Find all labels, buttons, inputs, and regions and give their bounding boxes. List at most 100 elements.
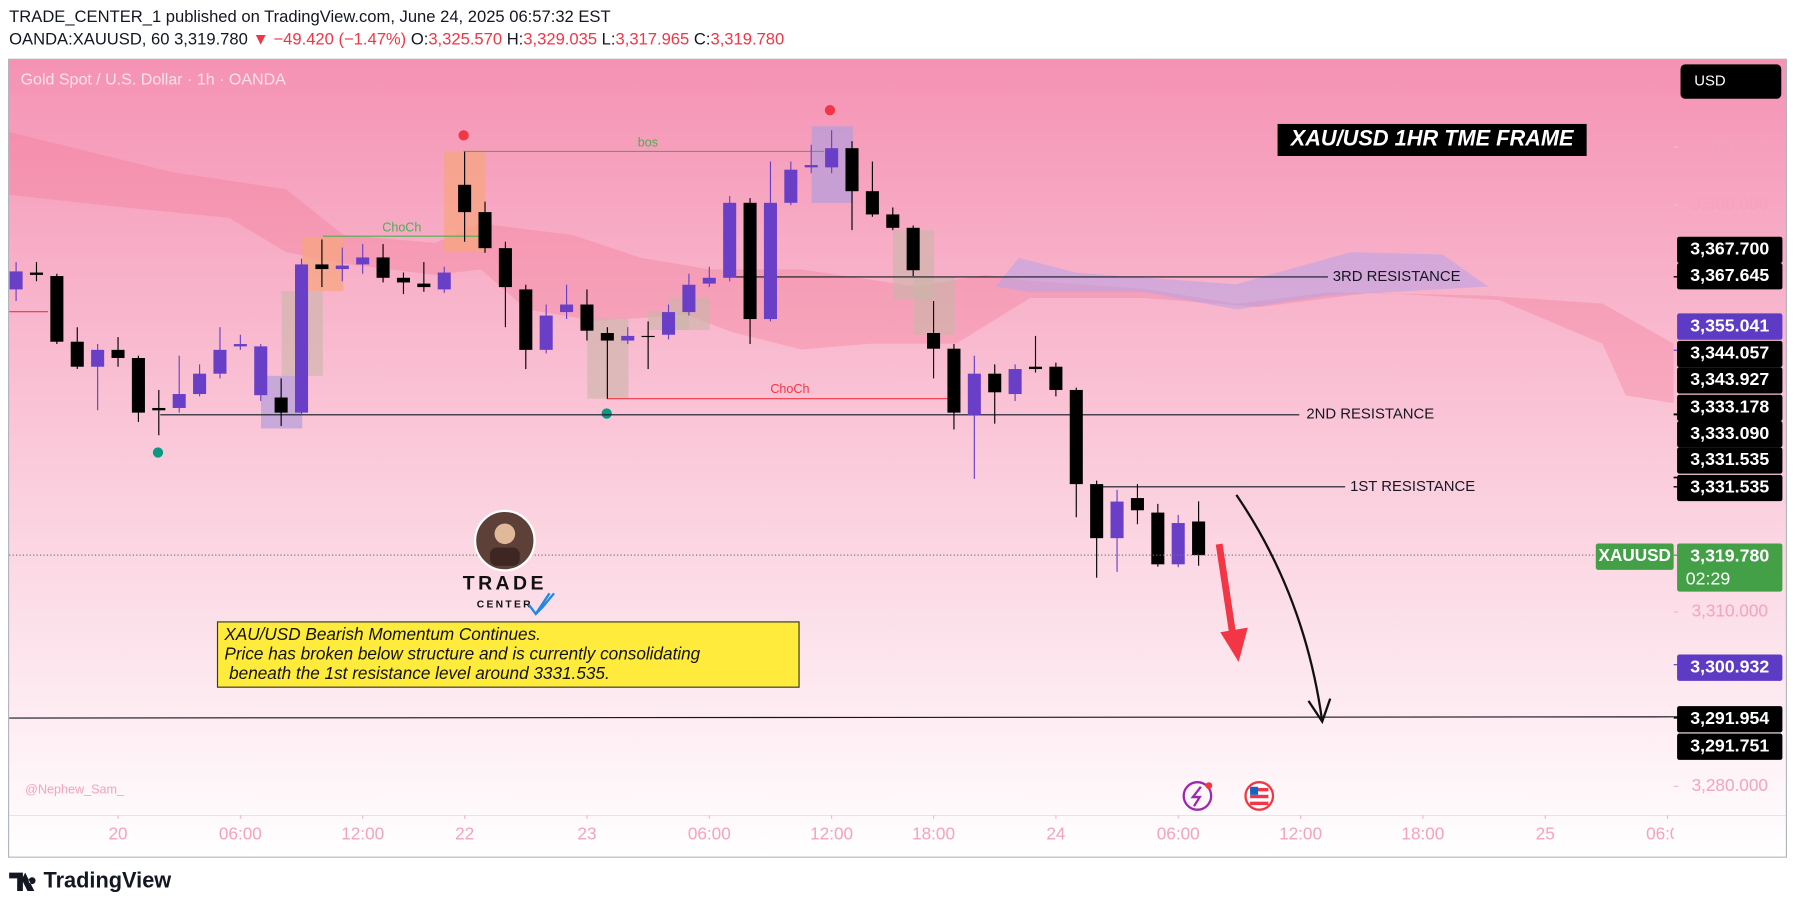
swing-low-dot (601, 408, 612, 419)
x-tick-label: 06:00 (219, 823, 262, 843)
y-tick-label: 3,310.000 (1692, 601, 1768, 621)
candle-body (804, 165, 818, 168)
candle-body (70, 341, 84, 367)
price-label-box (1677, 340, 1783, 368)
support-line (9, 716, 1674, 719)
event-dot (1205, 782, 1213, 790)
resistance-label: 2ND RESISTANCE (1306, 407, 1434, 423)
order-block (302, 237, 344, 292)
price-label-box (1677, 733, 1783, 760)
avatar-body (489, 547, 520, 566)
candle-body (845, 148, 859, 192)
logo: TRADE CENTER (463, 509, 555, 616)
swing-low-dot (152, 447, 164, 458)
swing-high-dot (458, 130, 469, 141)
x-tick-label: 24 (1046, 823, 1066, 843)
tv-logo (9, 872, 36, 891)
candle-body (600, 333, 614, 341)
candle-body (376, 257, 390, 278)
candle-body (172, 394, 186, 408)
candle-body (417, 283, 431, 288)
price-label: 3,319.780 (1690, 545, 1769, 565)
title-box (1277, 123, 1587, 157)
price-label: 3,333.178 (1690, 397, 1769, 417)
currency-button[interactable] (1680, 64, 1782, 99)
candle-body (947, 348, 961, 413)
logo-check (527, 592, 555, 616)
price-label: 3,333.090 (1690, 423, 1769, 443)
candle-body (1192, 521, 1206, 556)
x-tick-label: 20 (108, 823, 127, 843)
axes: 3,280.000 3,310.000 3,380.000 3,390.000 20 06… (108, 136, 1783, 843)
price-label: 3,331.535 (1690, 477, 1769, 497)
price-label-box (1677, 236, 1783, 264)
candle-body (233, 344, 247, 347)
candle-body (825, 148, 839, 168)
candle-body (274, 397, 288, 413)
projection-arrowhead (1307, 698, 1332, 725)
candle-body (50, 276, 64, 342)
candle-body (1008, 369, 1022, 395)
h-value: 3,329.035 (523, 30, 597, 49)
price-label-box (1677, 394, 1783, 422)
chart-title: XAU/USD 1HR TME FRAME (1290, 126, 1575, 151)
candle-body (1171, 523, 1185, 565)
price-label-box (1677, 706, 1783, 733)
price-label-box (1677, 313, 1783, 340)
logo-top: TRADE (463, 572, 547, 594)
candle-body (356, 257, 370, 265)
candle-body (723, 202, 737, 278)
price-label-box (1677, 367, 1783, 394)
x-tick-label: 25 (1536, 823, 1555, 843)
event-icon[interactable] (1182, 781, 1213, 811)
x-axis: 20 06:00 12:00 22 23 06:00 12:00 18:00 24 06:00 12… (108, 815, 1674, 843)
event-bolt (1190, 786, 1202, 807)
flag-stripe (1250, 801, 1269, 806)
candle-body (1049, 366, 1063, 390)
resistance-label: 3RD RESISTANCE (1333, 269, 1461, 285)
price-label-box (1677, 421, 1783, 448)
candle-body (335, 265, 349, 270)
projection-curve (1235, 494, 1324, 722)
price-label: 3,343.927 (1690, 369, 1769, 389)
x-tick-label: 06:00 (688, 823, 731, 843)
watermark: @Nephew_Sam_ (25, 783, 125, 797)
x-tick-label: 12:00 (341, 823, 384, 843)
y-tick-label: 3,390.000 (1692, 136, 1768, 156)
change: ▼ −49.420 (−1.47%) (252, 30, 406, 49)
candle-body (1028, 366, 1043, 370)
candle-body (9, 271, 23, 290)
currency: USD (1694, 74, 1726, 90)
candle-body (1151, 512, 1165, 565)
o-value: 3,325.570 (428, 30, 502, 49)
y-tick-label: 3,280.000 (1692, 775, 1768, 795)
symbol-line: OANDA:XAUUSD, 60 3,319.780 ▼ −49.420 (−1… (9, 30, 784, 49)
candle-body (1069, 389, 1083, 485)
candle-body (396, 277, 410, 283)
candle-body (478, 212, 492, 249)
candle-body (519, 289, 533, 350)
cloud-bullish (995, 252, 1489, 310)
candle-body (763, 202, 777, 320)
price-label: 3,300.932 (1690, 656, 1769, 676)
price-label-box (1677, 543, 1783, 592)
note-line: beneath the 1st resistance level around … (224, 663, 609, 683)
candle-body (865, 191, 879, 215)
candle-body (458, 184, 472, 213)
chart-frame (8, 58, 1787, 858)
x-tick-label: 22 (455, 823, 474, 843)
swing-high-dot (824, 105, 836, 116)
flag-stripe (1250, 794, 1269, 799)
y-tick-label: 3,380.000 (1692, 194, 1768, 214)
note-line: Price has broken below structure and is … (224, 644, 700, 664)
last: 3,319.780 (174, 30, 248, 49)
price-label-box (1677, 447, 1783, 474)
candle-body (498, 248, 512, 288)
price-label-box (1677, 654, 1783, 681)
candle-body (295, 264, 309, 413)
candle-body (967, 373, 981, 415)
candle-body (315, 264, 329, 270)
candle-body (661, 312, 676, 335)
candle-body (641, 335, 655, 338)
